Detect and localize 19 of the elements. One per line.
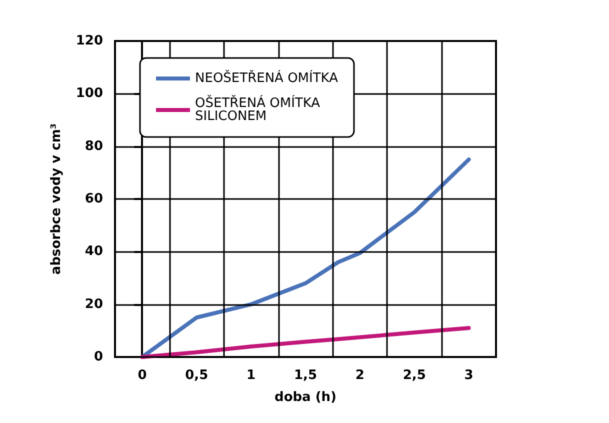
x-tick-label: 3 xyxy=(464,368,474,383)
x-tick-label: 1,5 xyxy=(294,368,318,383)
y-axis-title: absorbce vody v cm³ xyxy=(49,123,64,275)
legend-label: OŠETŘENÁ OMÍTKA SILICONEM xyxy=(195,94,324,124)
x-tick-label: 0 xyxy=(138,368,147,383)
line-series xyxy=(140,326,471,359)
legend-label: NEOŠETŘENÁ OMÍTKA xyxy=(195,69,338,86)
x-tick-label: 2,5 xyxy=(402,368,426,383)
x-axis-title: doba (h) xyxy=(274,390,336,405)
x-tick-label: 1 xyxy=(246,368,256,383)
y-tick-label: 120 xyxy=(76,34,103,48)
y-tick-label: 100 xyxy=(76,86,103,102)
y-tick-label: 40 xyxy=(84,244,103,260)
y-tick-label: 0 xyxy=(94,350,103,364)
x-tick-label: 2 xyxy=(355,368,364,383)
x-tick-label: 0,5 xyxy=(185,368,208,383)
y-tick-label: 80 xyxy=(84,138,103,154)
y-tick-label: 20 xyxy=(84,296,103,312)
y-tick-label: 60 xyxy=(84,192,103,206)
